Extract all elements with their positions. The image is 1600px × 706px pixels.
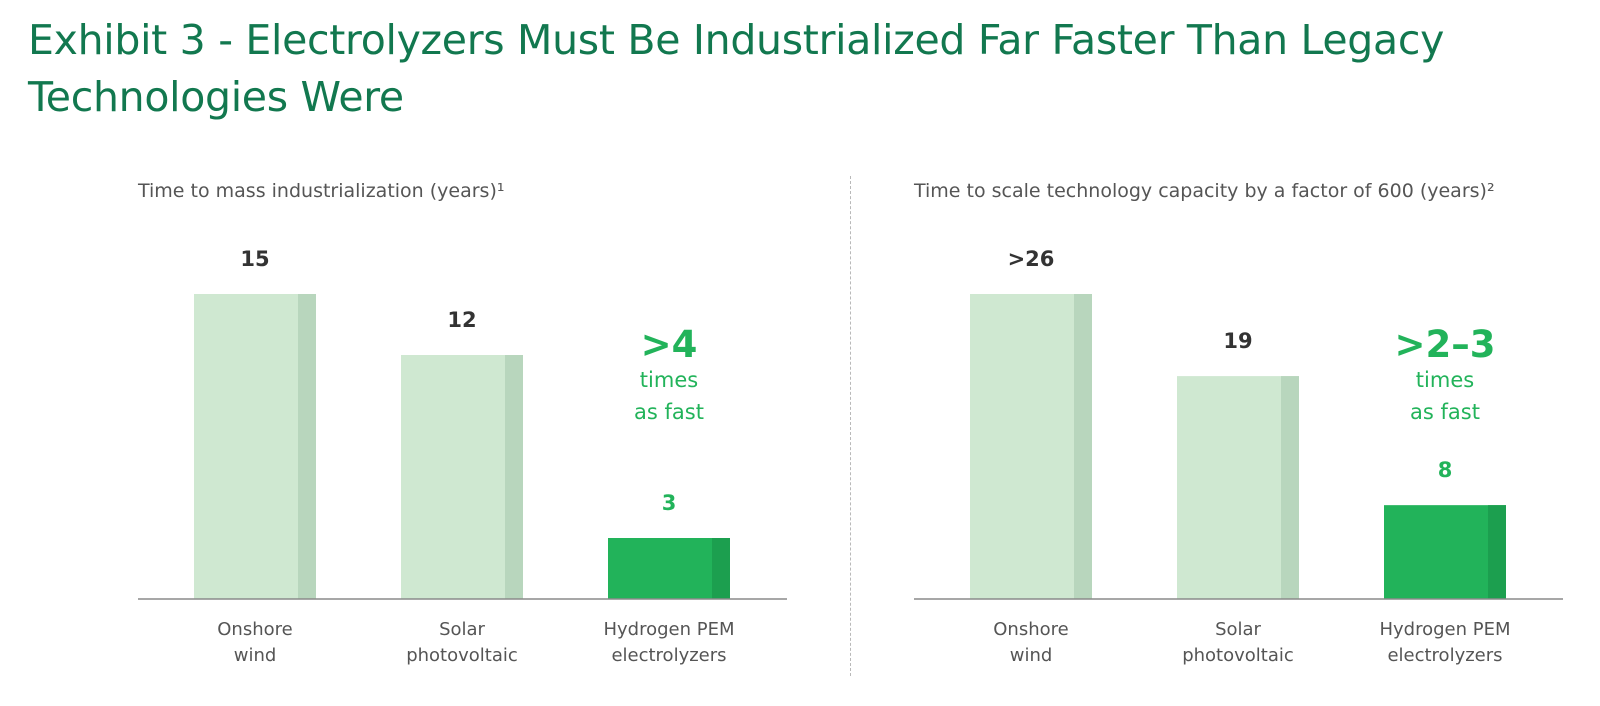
chart-2-value-label-3: 8 — [1438, 458, 1453, 482]
chart-1-bar-3-shade — [712, 538, 730, 599]
chart-1-bar-3 — [608, 538, 730, 599]
chart-2-category-label-2: Solar photovoltaic — [1182, 619, 1294, 666]
category-line: wind — [1010, 645, 1053, 666]
chart-2-value-label-1: >26 — [1008, 247, 1055, 271]
chart-2-category-label-1: Onshore wind — [993, 619, 1068, 666]
category-line: Onshore — [217, 619, 292, 640]
category-line: electrolyzers — [1387, 645, 1502, 666]
chart-2-bar-3 — [1384, 505, 1506, 599]
chart-2-value-label-2: 19 — [1223, 329, 1252, 353]
chart-2-title: Time to scale technology capacity by a f… — [913, 180, 1495, 202]
chart-2-bar-2 — [1177, 376, 1299, 599]
chart-1-bar-2 — [401, 355, 523, 599]
chart-1-callout-line-1: times — [640, 368, 698, 392]
panel-divider — [850, 176, 851, 676]
category-line: wind — [234, 645, 277, 666]
chart-1-bar-1 — [194, 294, 316, 599]
chart-1-value-label-1: 15 — [240, 247, 269, 271]
chart-1-title: Time to mass industrialization (years)¹ — [137, 180, 504, 202]
chart-2-bar-3-shade — [1488, 505, 1506, 599]
chart-1-value-label-2: 12 — [447, 308, 476, 332]
page-title: Exhibit 3 - Electrolyzers Must Be Indust… — [28, 16, 1445, 121]
category-line: photovoltaic — [406, 645, 518, 666]
chart-2-bar-1-shade — [1074, 294, 1092, 599]
category-line: Solar — [439, 619, 485, 640]
category-line: electrolyzers — [611, 645, 726, 666]
chart-2-callout-line-2: as fast — [1410, 400, 1480, 424]
chart-2-callout-ratio: >2–3 — [1395, 323, 1496, 366]
category-line: Hydrogen PEM — [1379, 619, 1510, 640]
category-line: Onshore — [993, 619, 1068, 640]
chart-1-bar-2-shade — [505, 355, 523, 599]
category-line: Solar — [1215, 619, 1261, 640]
chart-1-callout-ratio: >4 — [641, 323, 698, 366]
chart-2-callout-line-1: times — [1416, 368, 1474, 392]
chart-2-category-label-3: Hydrogen PEM electrolyzers — [1379, 619, 1510, 666]
chart-1-category-label-1: Onshore wind — [217, 619, 292, 666]
chart-1-value-label-3: 3 — [662, 491, 677, 515]
chart-2-bar-1 — [970, 294, 1092, 599]
chart-1-callout-line-2: as fast — [634, 400, 704, 424]
chart-1-bar-1-shade — [298, 294, 316, 599]
category-line: Hydrogen PEM — [603, 619, 734, 640]
chart-1-category-label-3: Hydrogen PEM electrolyzers — [603, 619, 734, 666]
chart-2-bar-2-shade — [1281, 376, 1299, 599]
category-line: photovoltaic — [1182, 645, 1294, 666]
chart-1-category-label-2: Solar photovoltaic — [406, 619, 518, 666]
